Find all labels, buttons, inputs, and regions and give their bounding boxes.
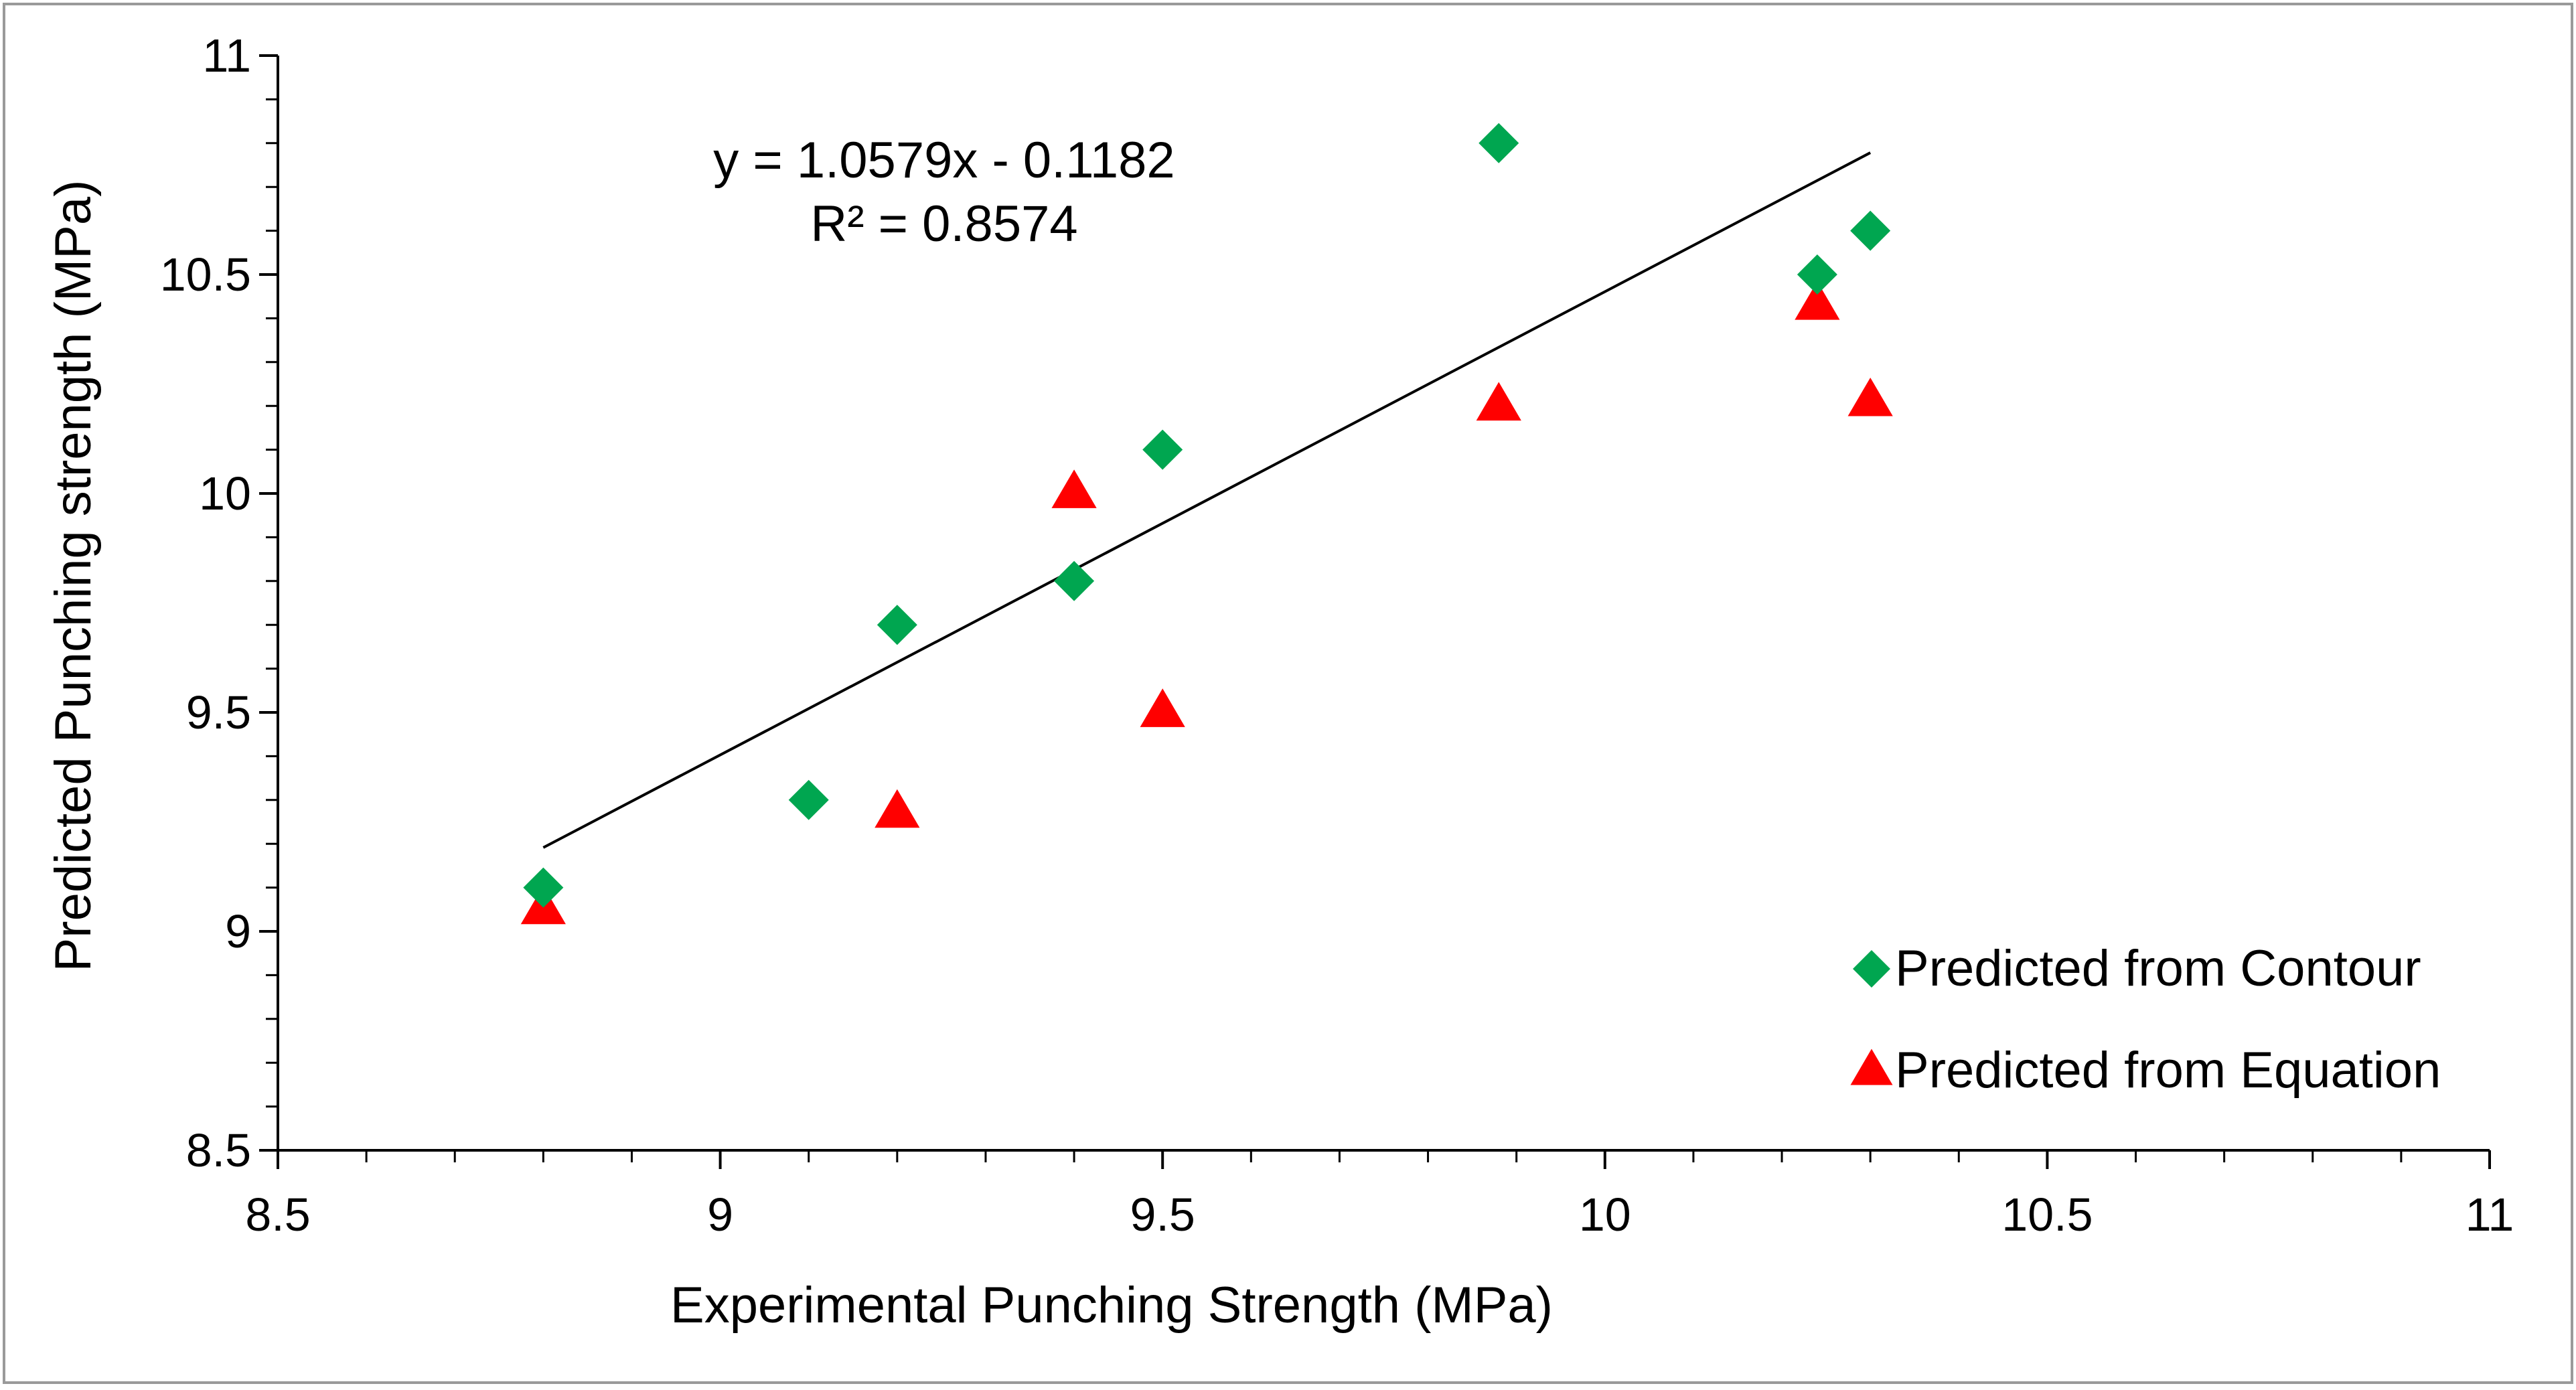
- trendline: [542, 151, 1872, 849]
- y-tick-label: 9: [225, 905, 251, 957]
- x-tick-label: 10.5: [2001, 1188, 2093, 1241]
- tick-marks: [259, 54, 2491, 1169]
- data-point-contour: [1797, 254, 1837, 295]
- data-point-contour: [1142, 429, 1183, 470]
- trendline-equation: y = 1.0579x - 0.1182: [713, 132, 1175, 189]
- y-tick-label: 8.5: [186, 1124, 251, 1176]
- legend-diamond-shape: [1853, 950, 1890, 988]
- legend-label-equation: Predicted from Equation: [1895, 1042, 2441, 1099]
- legend: Predicted from Contour Predicted from Eq…: [1850, 940, 2441, 1099]
- x-tick-label: 9: [707, 1188, 733, 1241]
- data-point-equation: [875, 789, 920, 828]
- data-point-contour: [1054, 560, 1095, 601]
- data-point-equation: [1476, 382, 1521, 421]
- data-point-equation: [1140, 688, 1185, 727]
- data-point-contour: [877, 605, 917, 645]
- axes: [277, 56, 2490, 1152]
- data-point-contour: [523, 867, 564, 908]
- tick-labels: 8.5 9 9.5 10 10.5 11 8.5 9 9.5 10 10.5 11: [160, 29, 2514, 1241]
- legend-marker-equation-triangle-icon: [1850, 1049, 1893, 1085]
- x-tick-label: 8.5: [245, 1188, 310, 1241]
- x-tick-label: 9.5: [1130, 1188, 1195, 1241]
- y-axis-title: Predicted Punching strength (MPa): [45, 180, 102, 972]
- data-point-equation: [1847, 377, 1893, 416]
- trendline-r-squared: R² = 0.8574: [810, 196, 1077, 252]
- y-tick-label: 11: [202, 29, 251, 82]
- x-tick-label: 11: [2466, 1188, 2514, 1241]
- legend-marker-contour-diamond-icon: [1853, 950, 1890, 988]
- data-point-contour: [788, 779, 829, 820]
- data-point-contour: [1850, 210, 1891, 251]
- data-point-contour: [1479, 123, 1519, 163]
- legend-triangle-shape: [1850, 1049, 1893, 1085]
- data-point-equation: [1051, 469, 1097, 508]
- y-tick-label: 10: [199, 467, 251, 520]
- x-axis-title: Experimental Punching Strength (MPa): [670, 1277, 1553, 1334]
- legend-label-contour: Predicted from Contour: [1895, 940, 2421, 997]
- y-tick-label: 10.5: [160, 248, 251, 301]
- x-tick-label: 10: [1579, 1188, 1631, 1241]
- chart-border: [3, 3, 2573, 1384]
- trendline-group: [542, 151, 1872, 849]
- data-points: [520, 123, 1893, 925]
- y-tick-label: 9.5: [186, 686, 251, 739]
- data-point-equation: [1795, 281, 1840, 320]
